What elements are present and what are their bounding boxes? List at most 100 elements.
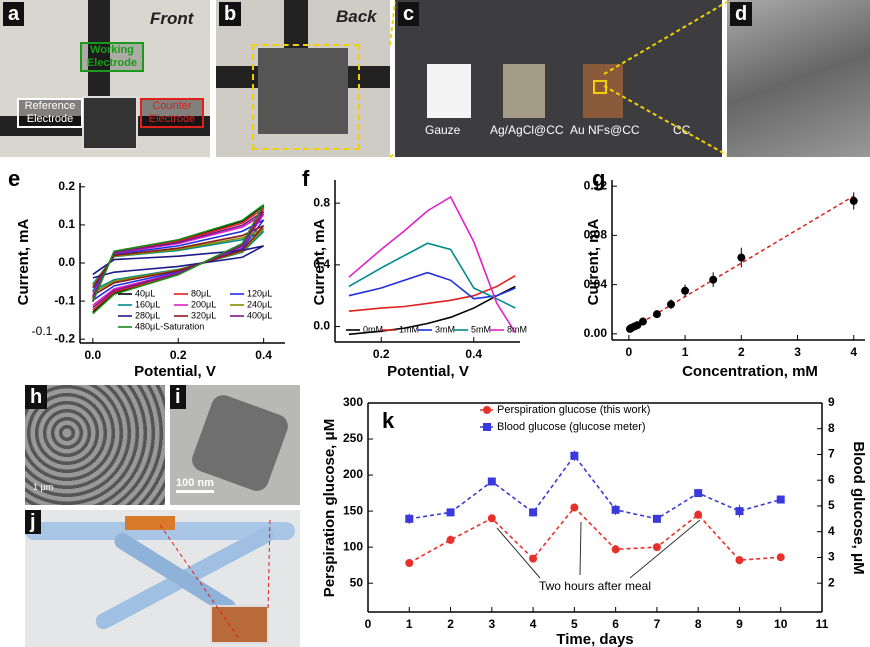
y-tick-label: 100 — [343, 539, 363, 553]
series-line — [348, 274, 516, 312]
connector — [603, 1, 728, 75]
x-tick-label: 4 — [530, 617, 537, 631]
scale-bar: 100 nm — [176, 477, 214, 493]
marker — [446, 508, 455, 517]
y-tick-label: 0.08 — [584, 228, 608, 242]
connector — [389, 1, 396, 46]
connector — [267, 519, 271, 611]
x-tick-label: 0 — [365, 617, 372, 631]
connector — [603, 85, 728, 156]
marker — [652, 514, 661, 523]
series-line — [92, 224, 265, 297]
x-tick-label: 0.0 — [84, 348, 101, 362]
panel-label: g — [592, 166, 605, 191]
photo-i: i 100 nm — [170, 385, 300, 505]
marker — [776, 553, 785, 562]
marker — [570, 451, 579, 460]
marker — [667, 300, 676, 309]
connector — [159, 524, 241, 641]
y-axis-title: Current, mA — [585, 219, 602, 306]
panel-label: d — [730, 2, 753, 26]
panel-label: j — [25, 510, 41, 534]
legend-label: 400μL — [247, 310, 272, 320]
marker — [694, 489, 703, 498]
photo-d: d — [727, 0, 870, 157]
series-line — [92, 207, 265, 311]
y2-tick-label: 6 — [828, 472, 835, 486]
x-tick-label: 8 — [695, 617, 702, 631]
x-tick-label: 9 — [736, 617, 743, 631]
marker — [570, 503, 579, 512]
marker — [405, 558, 414, 567]
legend-label: Perspiration glucose (this work) — [497, 404, 650, 416]
marker — [652, 310, 661, 319]
marker — [652, 543, 661, 552]
marker — [611, 545, 620, 554]
marker — [638, 317, 647, 326]
marker — [529, 554, 538, 563]
scale-bar: 1 μm — [33, 482, 54, 492]
x-axis-title: Time, days — [556, 631, 633, 647]
y2-tick-label: 3 — [828, 550, 835, 564]
x-tick-label: 1 — [406, 617, 413, 631]
photo-text: Back — [336, 7, 377, 26]
x-tick-label: 0 — [626, 345, 633, 359]
y-tick-label: 200 — [343, 467, 363, 481]
series-line — [408, 506, 781, 564]
photo-text: Gauze — [425, 123, 461, 137]
photo-text: Ag/AgCl@CC — [490, 123, 564, 137]
photo-text: Counter Electrode — [140, 98, 204, 128]
legend-label: 0mM — [363, 324, 383, 334]
photo-text: Working Electrode — [80, 42, 144, 72]
x-tick-label: 6 — [612, 617, 619, 631]
y2-tick-label: 4 — [828, 524, 835, 538]
x-tick-label: 2 — [447, 617, 454, 631]
series-line — [92, 227, 265, 294]
photo-a: a Front Working Electrode Reference Elec… — [0, 0, 210, 157]
photo-text: Reference Electrode — [17, 98, 83, 128]
panel-label: e — [8, 166, 20, 191]
x-axis-title: Concentration, mM — [682, 363, 818, 380]
marker — [849, 196, 858, 205]
legend-label: 200μL — [191, 299, 216, 309]
x-axis-title: Potential, V — [134, 363, 216, 380]
y-axis-title: Current, mA — [311, 219, 328, 306]
marker — [737, 253, 746, 262]
y-tick-label: 0.0 — [58, 255, 75, 269]
x-tick-label: 11 — [816, 617, 829, 631]
x-tick-label: 5 — [571, 617, 578, 631]
marker — [529, 508, 538, 517]
annotation-arrows — [496, 519, 701, 579]
photo-text: Front — [150, 9, 194, 28]
series-line — [409, 454, 781, 520]
series-line — [92, 210, 265, 309]
marker — [681, 286, 690, 295]
marker — [776, 495, 785, 504]
photo-h: h 1 μm — [25, 385, 165, 505]
panel-label: h — [25, 385, 48, 409]
y-axis-title: Perspiration glucose, μM — [321, 419, 338, 597]
legend-label: 240μL — [247, 299, 272, 309]
x-tick-label: 3 — [794, 345, 801, 359]
y2-axis-title: Blood glucose, μM — [850, 441, 867, 574]
legend-label: 80μL — [191, 288, 211, 298]
series-line — [348, 242, 516, 309]
connector — [389, 153, 396, 158]
photo-j: j — [25, 510, 300, 647]
panel-label: c — [398, 2, 420, 26]
panel-label: a — [3, 2, 25, 26]
marker — [405, 514, 414, 523]
photo-c: c Gauze Ag/AgCl@CC Au NFs@CC CC — [395, 0, 722, 157]
legend-label: 480μL-Saturation — [135, 321, 204, 331]
panel-label: b — [219, 2, 242, 26]
y-tick-label: 150 — [343, 503, 363, 517]
y-tick-label: 50 — [350, 575, 364, 589]
legend-label: 8mM — [507, 324, 527, 334]
marker — [735, 556, 744, 565]
y-tick-label: 0.8 — [313, 195, 330, 209]
y2-tick-label: 8 — [828, 421, 835, 435]
legend-label: 1mM — [399, 324, 419, 334]
y2-tick-label: 2 — [828, 575, 835, 589]
